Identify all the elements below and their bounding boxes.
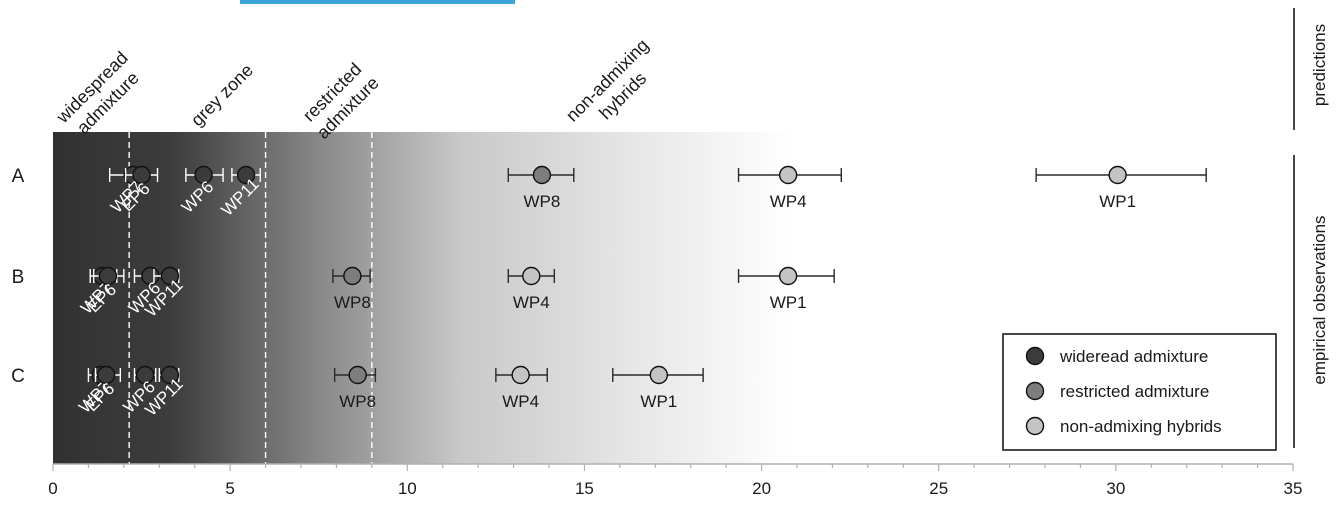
data-point-marker (522, 266, 541, 286)
legend-label: wideread admixture (1059, 347, 1208, 366)
data-point-label: WP1 (770, 293, 807, 312)
data-point-group: WP4 (737, 165, 842, 211)
data-point-group: WP4 (507, 266, 556, 312)
data-point-group: WP1 (1035, 165, 1207, 211)
x-tick-label: 35 (1284, 479, 1303, 498)
legend-box (1002, 333, 1277, 451)
data-point-marker (236, 165, 256, 185)
empirical-observations-label: empirical observations (1310, 215, 1329, 384)
data-point-group: WP1 (737, 266, 835, 312)
data-point-group: WP8 (333, 365, 376, 411)
data-point-marker (132, 165, 151, 185)
data-point-marker (135, 365, 155, 385)
data-point-marker (511, 365, 530, 385)
row-label: A (12, 166, 25, 187)
predictions-label: predictions (1310, 24, 1329, 106)
legend-label: non-admixing hybrids (1060, 417, 1222, 436)
data-point-label: WP1 (640, 392, 677, 411)
zone-label: grey zone (187, 60, 257, 130)
legend-marker (1025, 381, 1045, 401)
x-tick-label: 30 (1106, 479, 1125, 498)
data-point-label: WP1 (1099, 192, 1136, 211)
data-point-marker (194, 165, 213, 185)
data-point-group: WP1 (612, 365, 704, 411)
row-label: B (12, 267, 25, 288)
x-tick-label: 25 (929, 479, 948, 498)
data-point-group: WP6 (119, 365, 159, 417)
x-tick-label: 15 (575, 479, 594, 498)
data-point-marker (96, 365, 116, 385)
row-label: C (11, 366, 25, 387)
data-point-marker (778, 165, 798, 185)
data-point-marker (98, 266, 118, 286)
x-tick-label: 5 (225, 479, 234, 498)
zone-gradient-band (53, 132, 793, 464)
x-tick-label: 20 (752, 479, 771, 498)
legend-marker (1025, 416, 1045, 436)
zone-label-line: grey zone (187, 60, 257, 130)
accent-line (240, 0, 515, 4)
data-point-marker (343, 266, 362, 286)
legend-marker (1025, 346, 1045, 366)
data-point-marker (532, 165, 552, 185)
legend-label: restricted admixture (1060, 382, 1209, 401)
data-point-label: WP4 (770, 192, 807, 211)
data-point-label: WP8 (523, 192, 560, 211)
data-point-label: WP8 (339, 392, 376, 411)
data-point-marker (649, 365, 669, 385)
data-point-marker (160, 365, 180, 385)
data-point-marker (1108, 165, 1127, 185)
data-point-group: WP8 (332, 266, 371, 312)
data-point-label: WP4 (502, 392, 539, 411)
data-point-marker (348, 365, 367, 385)
data-point-group: WP8 (507, 165, 575, 211)
x-tick-label: 0 (48, 479, 57, 498)
data-point-marker (778, 266, 798, 286)
data-point-label: WP8 (334, 293, 371, 312)
data-point-label: WP4 (513, 293, 550, 312)
data-point-group: WP4 (495, 365, 548, 411)
data-point-marker (160, 266, 180, 286)
x-tick-label: 10 (398, 479, 417, 498)
